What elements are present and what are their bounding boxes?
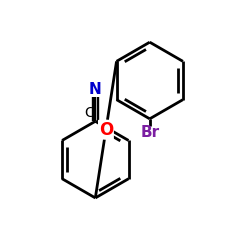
Text: C: C [84, 106, 94, 120]
Text: O: O [99, 121, 113, 139]
Text: Br: Br [140, 125, 159, 140]
Text: N: N [89, 82, 102, 97]
